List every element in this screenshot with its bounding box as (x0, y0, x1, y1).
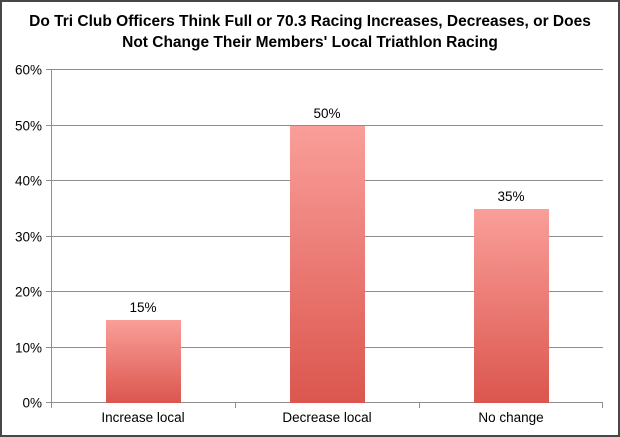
x-axis-category-increase-local: Increase local (101, 410, 185, 425)
y-axis-line (51, 70, 52, 403)
y-axis-label-40%: 40% (14, 173, 42, 189)
bar-no-change (473, 208, 549, 403)
x-tick-1 (235, 403, 236, 408)
y-tick-30% (46, 235, 51, 237)
chart-title-line-1: Do Tri Club Officers Think Full or 70.3 … (29, 13, 591, 30)
y-axis-label-30%: 30% (14, 229, 42, 244)
gridline-50% (51, 124, 603, 126)
bar-increase-local (105, 319, 181, 403)
x-axis-category-decrease-local: Decrease local (282, 410, 372, 425)
y-axis-label-0%: 0% (22, 395, 42, 411)
y-axis-label-10%: 10% (14, 340, 42, 355)
x-tick-3 (602, 403, 603, 408)
y-axis-label-60%: 60% (14, 62, 42, 78)
y-tick-60% (46, 69, 51, 70)
data-label-50%: 50% (313, 105, 341, 121)
chart-title-line-2: Not Change Their Members' Local Triathlo… (122, 34, 498, 51)
gridline-60% (51, 69, 603, 70)
y-tick-20% (46, 291, 51, 292)
y-tick-40% (46, 180, 51, 181)
y-axis-label-50%: 50% (14, 118, 42, 133)
y-axis-label-20%: 20% (14, 284, 42, 300)
y-tick-50% (46, 124, 51, 126)
x-tick-2 (419, 403, 420, 408)
x-axis-category-no-change: No change (478, 410, 544, 425)
bar-decrease-local (289, 125, 365, 403)
y-tick-0% (46, 402, 51, 403)
chart-title: Do Tri Club Officers Think Full or 70.3 … (2, 11, 618, 53)
y-tick-10% (46, 346, 51, 348)
data-label-15%: 15% (129, 299, 157, 315)
x-tick-0 (51, 403, 52, 408)
data-label-35%: 35% (497, 188, 525, 204)
plot-area: 0% 10% 20% 30% 40% 50% 60% 15% Increase local 50%… (15, 63, 603, 425)
